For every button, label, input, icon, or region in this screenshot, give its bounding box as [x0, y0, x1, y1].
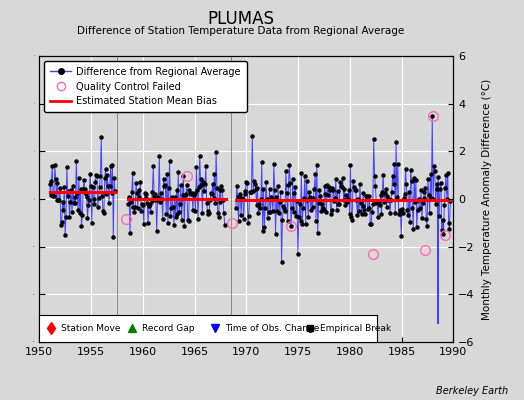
Text: Berkeley Earth: Berkeley Earth [436, 386, 508, 396]
Y-axis label: Monthly Temperature Anomaly Difference (°C): Monthly Temperature Anomaly Difference (… [482, 78, 492, 320]
Text: PLUMAS: PLUMAS [208, 10, 275, 28]
Text: Record Gap: Record Gap [143, 324, 195, 333]
Text: Difference of Station Temperature Data from Regional Average: Difference of Station Temperature Data f… [78, 26, 405, 36]
Text: Empirical Break: Empirical Break [320, 324, 391, 333]
Legend: Difference from Regional Average, Quality Control Failed, Estimated Station Mean: Difference from Regional Average, Qualit… [44, 61, 247, 112]
Text: Time of Obs. Change: Time of Obs. Change [225, 324, 320, 333]
Text: Station Move: Station Move [61, 324, 121, 333]
